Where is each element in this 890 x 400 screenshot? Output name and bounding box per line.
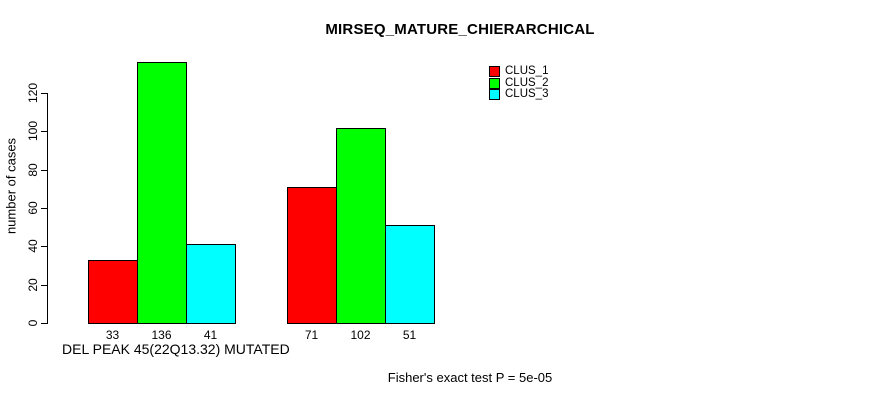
legend-item: CLUS_2 [489, 76, 549, 90]
legend-swatch [489, 89, 500, 101]
y-axis-tick-label: 40 [26, 239, 40, 254]
bar-value-label: 41 [203, 328, 218, 342]
legend-item: CLUS_3 [489, 89, 548, 101]
bar-value-label: 33 [105, 328, 120, 342]
chart-title: MIRSEQ_MATURE_CHIERARCHICAL [325, 21, 595, 38]
y-axis-tick-label: 120 [26, 82, 40, 104]
y-axis-tick [41, 208, 47, 209]
legend-item: CLUS_1 [489, 66, 548, 78]
y-axis-tick [41, 93, 47, 94]
bar-clus_3-group2 [385, 225, 435, 324]
bar-clus_1-group1 [88, 259, 138, 324]
y-axis-tick-label: 60 [26, 201, 40, 215]
bar-clus_2-group2 [336, 127, 386, 324]
y-axis-tick [41, 131, 47, 133]
y-axis-tick-label: 80 [26, 162, 40, 177]
bar-clus_3-group1 [186, 244, 236, 324]
y-axis-tick-label: 100 [26, 121, 40, 142]
legend-label: CLUS_2 [505, 76, 549, 89]
y-axis-tick [41, 323, 47, 324]
legend-label: CLUS_1 [505, 65, 549, 78]
bar-value-label: 102 [350, 328, 371, 342]
bar-clus_2-group1 [137, 62, 187, 324]
y-axis-tick-label: 20 [26, 277, 40, 292]
x-axis-label: DEL PEAK 45(22Q13.32) MUTATED [62, 341, 290, 357]
legend: CLUS_1 CLUS_2 CLUS_3 [489, 66, 548, 101]
stat-annotation: Fisher's exact test P = 5e-05 [387, 370, 553, 385]
bar-value-label: 136 [151, 328, 172, 342]
y-axis-line [47, 93, 48, 324]
bar-value-label: 51 [402, 328, 417, 342]
legend-swatch [489, 77, 500, 89]
y-axis-tick [41, 246, 47, 248]
bar-value-label: 71 [304, 328, 319, 342]
y-axis-tick [41, 284, 47, 286]
y-axis-tick [41, 169, 47, 171]
legend-swatch [489, 66, 500, 78]
legend-label: CLUS_3 [505, 88, 549, 101]
y-axis-tick-label: 0 [26, 319, 40, 327]
bar-clus_1-group2 [287, 186, 337, 324]
